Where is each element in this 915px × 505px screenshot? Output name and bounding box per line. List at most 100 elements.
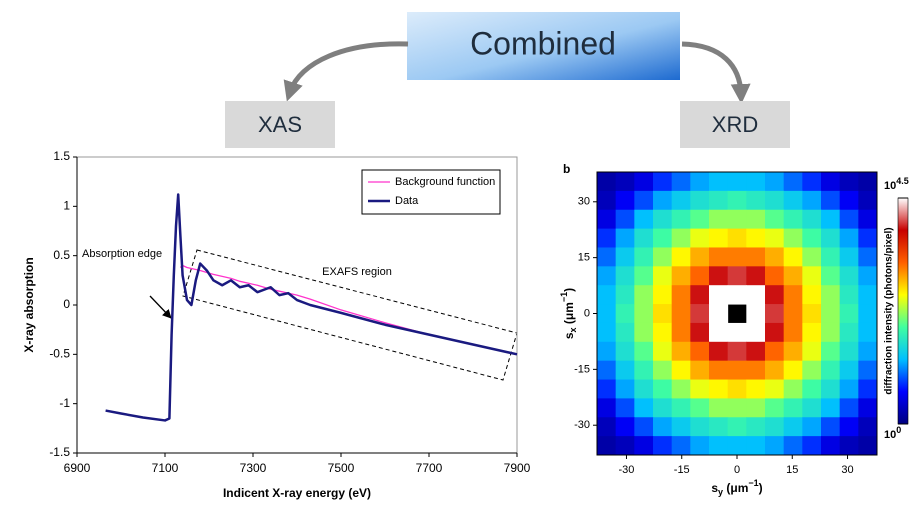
heatmap-cell [840,266,859,285]
heatmap-cell [746,191,765,210]
x-axis-label: Indicent X-ray energy (eV) [223,486,371,500]
y-axis-label-part: −1 [559,292,569,302]
series-line [106,194,517,420]
heatmap-cell [765,191,784,210]
heatmap-cell [597,342,616,361]
y-axis-label-part: (μm [562,302,576,327]
colorbar-tick-label: 104.5 [884,176,909,192]
x-tick-label: 7500 [328,461,355,475]
heatmap-cell [709,285,728,304]
heatmap-cell [672,172,691,191]
heatmap-cell [858,210,877,229]
heatmap-cell [765,172,784,191]
heatmap-cell [746,323,765,342]
heatmap-cell [784,361,803,380]
heatmap-cell [709,172,728,191]
heatmap-cell [616,229,635,248]
heatmap-cell [634,210,653,229]
heatmap-cell [728,210,747,229]
y-tick-label: 1.5 [53,149,70,163]
heatmap-cell [784,436,803,455]
heatmap-cell [728,417,747,436]
heatmap-cell [709,417,728,436]
heatmap-cell [802,191,821,210]
heatmap-cell [634,436,653,455]
heatmap-cell [653,229,672,248]
heatmap-cell [709,436,728,455]
heatmap-cell [653,342,672,361]
heatmap-cell [840,247,859,266]
heatmap-cell [821,436,840,455]
heatmap-cell [821,210,840,229]
legend-label: Background function [395,176,495,188]
heatmap-cell [690,285,709,304]
heatmap-cell [728,229,747,248]
heatmap-cell [802,247,821,266]
heatmap-cell [653,380,672,399]
heatmap-cell [634,229,653,248]
heatmap-cell [690,398,709,417]
heatmap-cell [821,380,840,399]
heatmap-cell [840,323,859,342]
heatmap-cell [784,172,803,191]
heatmap-cell [802,380,821,399]
heatmap-cell [858,247,877,266]
heatmap-cell [653,436,672,455]
colorbar-label: diffraction intensity (photons/pixel) [884,227,895,394]
colorbar-tick-label-part: 10 [884,180,896,192]
heatmap-cell [709,191,728,210]
heatmap-cell [765,361,784,380]
heatmap-cell [765,436,784,455]
heatmap-cell [802,342,821,361]
heatmap-cell [746,417,765,436]
heatmap-cell [653,417,672,436]
heatmap-cell [802,436,821,455]
heatmap-cell [616,304,635,323]
heatmap-cell [858,398,877,417]
heatmap-cell [746,266,765,285]
heatmap-cell [858,285,877,304]
heatmap-cell [821,266,840,285]
heatmap-cell [653,172,672,191]
heatmap-cell [821,342,840,361]
heatmap-cell [746,304,765,323]
heatmap-cell [858,342,877,361]
heatmap-cell [634,172,653,191]
heatmap-cell [634,417,653,436]
heatmap-cell [840,436,859,455]
arrow-right [682,44,741,94]
heatmap-cell [784,342,803,361]
heatmap-cell [765,380,784,399]
heatmap-cell [634,191,653,210]
y-axis-label-part: ) [562,288,576,292]
heatmap-cell [840,417,859,436]
heatmap-cell [653,191,672,210]
heatmap-cell [690,172,709,191]
heatmap-cell [802,229,821,248]
x-tick-label: 6900 [64,461,91,475]
heatmap-cell [672,285,691,304]
heatmap-cell [858,191,877,210]
colorbar-tick-label-part: 4.5 [896,176,909,186]
heatmap-cell [672,266,691,285]
heatmap-cell [802,417,821,436]
heatmap-cell [709,398,728,417]
heatmap-cell [597,417,616,436]
heatmap-cell [690,210,709,229]
heatmap-cell [672,229,691,248]
heatmap-cell [634,266,653,285]
heatmap-cell [784,380,803,399]
heatmap-cell [821,285,840,304]
heatmap-cell [746,398,765,417]
heatmap-cell [840,191,859,210]
heatmap-cell [597,361,616,380]
heatmap-cell [672,436,691,455]
heatmap-cell [597,398,616,417]
heatmap-cell [653,285,672,304]
heatmap-cell [784,191,803,210]
heatmap-cell [728,380,747,399]
heatmap-cell [802,172,821,191]
heatmap-cell [728,247,747,266]
heatmap-cell [802,361,821,380]
heatmap-cell [858,172,877,191]
